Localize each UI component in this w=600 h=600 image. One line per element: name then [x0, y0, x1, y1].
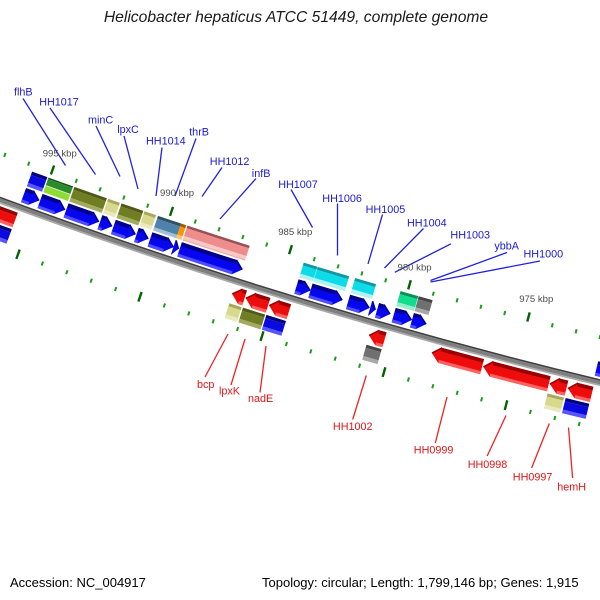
svg-text:HH1017: HH1017	[39, 97, 79, 109]
svg-text:985 kbp: 985 kbp	[278, 227, 312, 238]
svg-text:nadE: nadE	[248, 393, 273, 405]
svg-text:ybbA: ybbA	[494, 240, 519, 252]
svg-text:thrB: thrB	[189, 127, 209, 139]
svg-text:980 kbp: 980 kbp	[398, 263, 432, 274]
svg-text:HH1002: HH1002	[333, 421, 373, 433]
svg-text:hemH: hemH	[557, 481, 586, 493]
svg-text:lpxK: lpxK	[219, 386, 241, 398]
svg-text:990 kbp: 990 kbp	[160, 188, 194, 199]
svg-text:HH1003: HH1003	[450, 230, 490, 242]
svg-text:minC: minC	[88, 115, 113, 127]
svg-text:995 kbp: 995 kbp	[43, 148, 77, 159]
svg-text:flhB: flhB	[14, 87, 33, 99]
svg-text:HH1006: HH1006	[322, 193, 362, 205]
svg-text:975 kbp: 975 kbp	[519, 294, 553, 305]
svg-text:HH1000: HH1000	[524, 248, 564, 260]
svg-text:HH0997: HH0997	[513, 471, 553, 483]
svg-text:HH1014: HH1014	[146, 135, 186, 147]
svg-text:HH1007: HH1007	[278, 179, 318, 191]
svg-text:HH1004: HH1004	[407, 217, 447, 229]
svg-text:lpxC: lpxC	[117, 124, 139, 136]
svg-text:HH1012: HH1012	[210, 156, 250, 168]
svg-text:bcp: bcp	[197, 379, 214, 391]
svg-text:infB: infB	[252, 168, 271, 180]
svg-text:HH0999: HH0999	[414, 445, 454, 457]
svg-text:HH1005: HH1005	[366, 204, 406, 216]
svg-text:HH0998: HH0998	[468, 459, 508, 471]
